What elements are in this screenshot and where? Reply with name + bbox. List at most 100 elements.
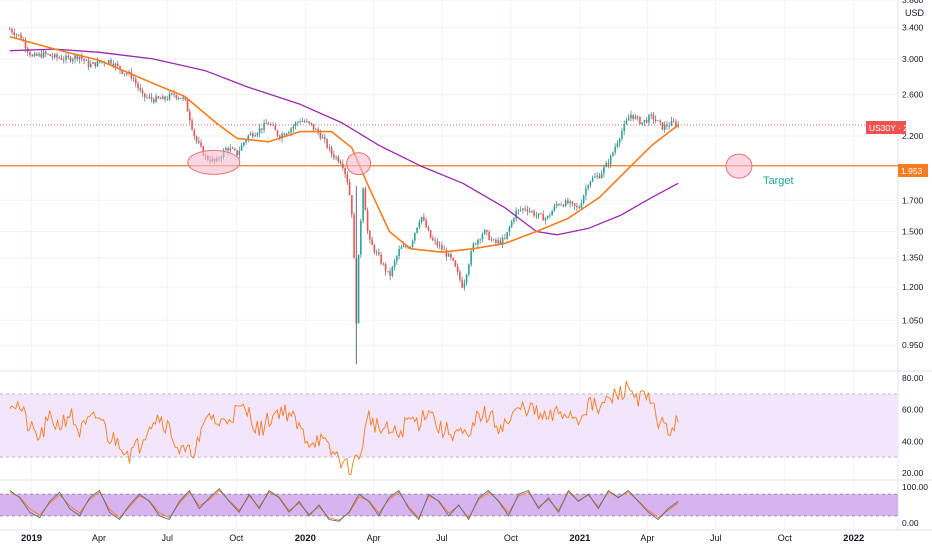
- candle-body: [546, 215, 549, 219]
- candle-body: [499, 240, 502, 244]
- candle-body: [186, 99, 189, 112]
- candle-body: [249, 133, 252, 136]
- candle-body: [600, 173, 603, 179]
- candle: [389, 267, 391, 281]
- candle-body: [468, 264, 470, 275]
- candle-body: [47, 53, 49, 55]
- rsi-tick-label: 20.00: [902, 468, 924, 478]
- candle: [488, 230, 490, 241]
- candle: [11, 27, 13, 35]
- candle-body: [560, 204, 562, 206]
- candle-body: [243, 142, 245, 146]
- candle-body: [333, 154, 335, 158]
- candle-body: [60, 58, 63, 60]
- candle: [330, 145, 333, 158]
- candle-body: [562, 204, 565, 207]
- candle: [384, 262, 387, 276]
- candle: [609, 154, 612, 169]
- candle-body: [252, 133, 254, 137]
- ma-fast-line: [9, 35, 679, 253]
- candle-body: [481, 234, 484, 240]
- candle-body: [339, 161, 342, 164]
- candle-body: [490, 239, 493, 241]
- candle-body: [80, 56, 83, 59]
- candle-body: [49, 54, 52, 57]
- candle: [175, 94, 178, 101]
- candle-body: [652, 114, 655, 120]
- candle: [418, 219, 421, 230]
- candle-body: [123, 73, 126, 75]
- candle: [180, 97, 182, 99]
- candle: [173, 89, 175, 98]
- x-tick-label: 2022: [843, 533, 864, 544]
- candle: [461, 276, 463, 289]
- candle-body: [497, 240, 499, 243]
- candle: [443, 245, 445, 251]
- candle: [598, 172, 601, 179]
- candle: [524, 205, 526, 212]
- candle-body: [56, 54, 58, 58]
- rsi-tick-label: 60.00: [902, 405, 924, 415]
- x-tick-label: 2021: [569, 533, 591, 544]
- candle-body: [189, 111, 191, 121]
- candle: [369, 229, 371, 244]
- candle-body: [337, 156, 340, 162]
- candle: [60, 54, 63, 61]
- candle-body: [89, 64, 92, 68]
- candle-body: [587, 185, 589, 189]
- candle: [567, 197, 569, 205]
- candle-body: [132, 78, 135, 79]
- candle-body: [270, 124, 272, 125]
- candle: [641, 122, 643, 126]
- candle-body: [526, 209, 529, 212]
- candle-body: [170, 93, 173, 95]
- y-tick-label: 1.050: [902, 315, 924, 325]
- candle-body: [11, 29, 13, 33]
- candle: [445, 247, 448, 261]
- candle-body: [391, 266, 394, 276]
- candle-body: [551, 210, 553, 216]
- candle-body: [98, 60, 101, 63]
- candle: [522, 207, 524, 214]
- candle: [630, 110, 632, 122]
- candle: [636, 115, 639, 121]
- candle: [639, 116, 641, 126]
- candle: [562, 203, 565, 208]
- candle-body: [312, 124, 315, 130]
- candle: [299, 118, 301, 124]
- candle-body: [643, 119, 646, 123]
- candle-body: [621, 131, 623, 139]
- x-tick-label: Apr: [640, 533, 654, 543]
- candle-body: [618, 138, 621, 144]
- candle-body: [663, 124, 666, 130]
- candle: [544, 216, 547, 225]
- candle: [351, 195, 353, 218]
- candle: [486, 229, 488, 236]
- candle-body: [299, 121, 301, 123]
- candle: [441, 241, 443, 253]
- candle: [143, 93, 146, 102]
- y-tick-label: 3.000: [902, 54, 924, 64]
- candle: [591, 175, 594, 183]
- candle: [650, 112, 652, 120]
- candle: [627, 114, 630, 121]
- candle-body: [650, 114, 652, 116]
- candle-body: [463, 282, 466, 288]
- candle-body: [78, 56, 81, 60]
- candle: [292, 123, 295, 133]
- candle: [625, 117, 628, 126]
- candle-body: [472, 243, 475, 252]
- candle-body: [542, 213, 544, 221]
- level-tag: 1.953: [898, 164, 928, 177]
- candle: [672, 117, 675, 123]
- candle-body: [276, 130, 279, 136]
- candle: [270, 122, 272, 127]
- candle: [168, 91, 171, 102]
- candle-body: [310, 122, 313, 125]
- candle: [517, 209, 520, 215]
- candle: [508, 225, 511, 237]
- candle-body: [661, 122, 664, 130]
- stoch-k-line: [9, 488, 679, 522]
- candle-body: [42, 51, 45, 58]
